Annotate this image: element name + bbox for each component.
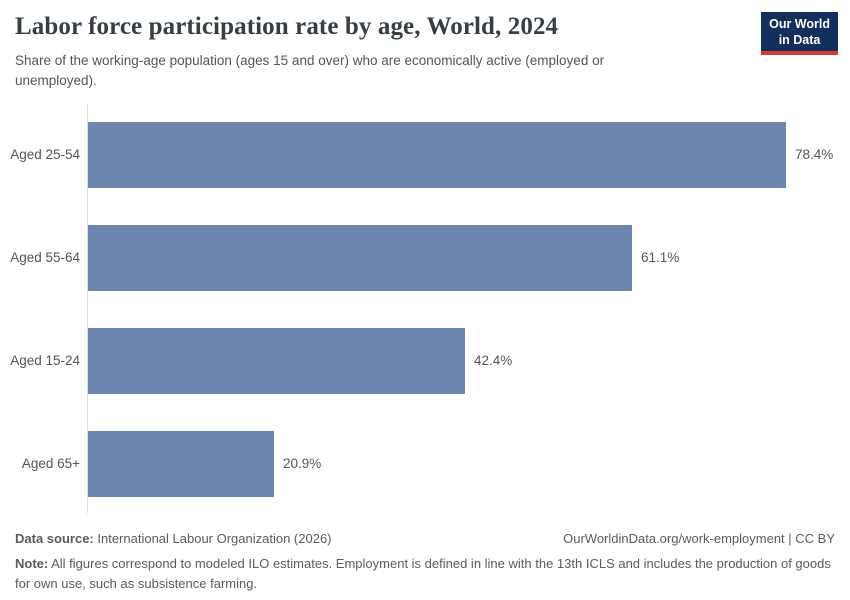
bar-value-label: 61.1% bbox=[641, 250, 680, 265]
footer-note: Note: All figures correspond to modeled … bbox=[15, 554, 839, 594]
bar-value-label: 20.9% bbox=[283, 456, 322, 471]
bar-row: Aged 65+ 20.9% bbox=[0, 431, 850, 497]
bar-aged-25-54[interactable] bbox=[88, 122, 786, 188]
bar-aged-65-[interactable] bbox=[88, 431, 274, 497]
bar-aged-15-24[interactable] bbox=[88, 328, 465, 394]
bar-category-label: Aged 55-64 bbox=[10, 250, 80, 265]
data-source: Data source: International Labour Organi… bbox=[15, 531, 332, 546]
chart-subtitle: Share of the working-age population (age… bbox=[15, 53, 605, 88]
note-label: Note: bbox=[15, 556, 49, 571]
bar-aged-55-64[interactable] bbox=[88, 225, 632, 291]
owid-logo-line1: Our World bbox=[769, 17, 830, 31]
bar-category-label: Aged 65+ bbox=[21, 456, 80, 471]
footer-link[interactable]: OurWorldinData.org/work-employment | CC … bbox=[563, 531, 835, 546]
bar-category-label: Aged 25-54 bbox=[10, 147, 80, 162]
bar-row: Aged 55-64 61.1% bbox=[0, 225, 850, 291]
owid-logo[interactable]: Our World in Data bbox=[761, 12, 838, 56]
bar-category-label: Aged 15-24 bbox=[10, 353, 80, 368]
y-axis-line bbox=[87, 104, 88, 513]
note-text: All figures correspond to modeled ILO es… bbox=[15, 556, 831, 592]
bar-row: Aged 25-54 78.4% bbox=[0, 122, 850, 188]
bar-value-label: 78.4% bbox=[795, 147, 834, 162]
data-source-value: International Labour Organization (2026) bbox=[93, 531, 332, 546]
bar-value-label: 42.4% bbox=[474, 353, 513, 368]
owid-logo-line2: in Data bbox=[778, 32, 821, 47]
footer-source-row: Data source: International Labour Organi… bbox=[15, 531, 835, 546]
data-source-label: Data source: bbox=[15, 531, 94, 546]
bar-row: Aged 15-24 42.4% bbox=[0, 328, 850, 394]
page-title: Labor force participation rate by age, W… bbox=[15, 13, 559, 40]
